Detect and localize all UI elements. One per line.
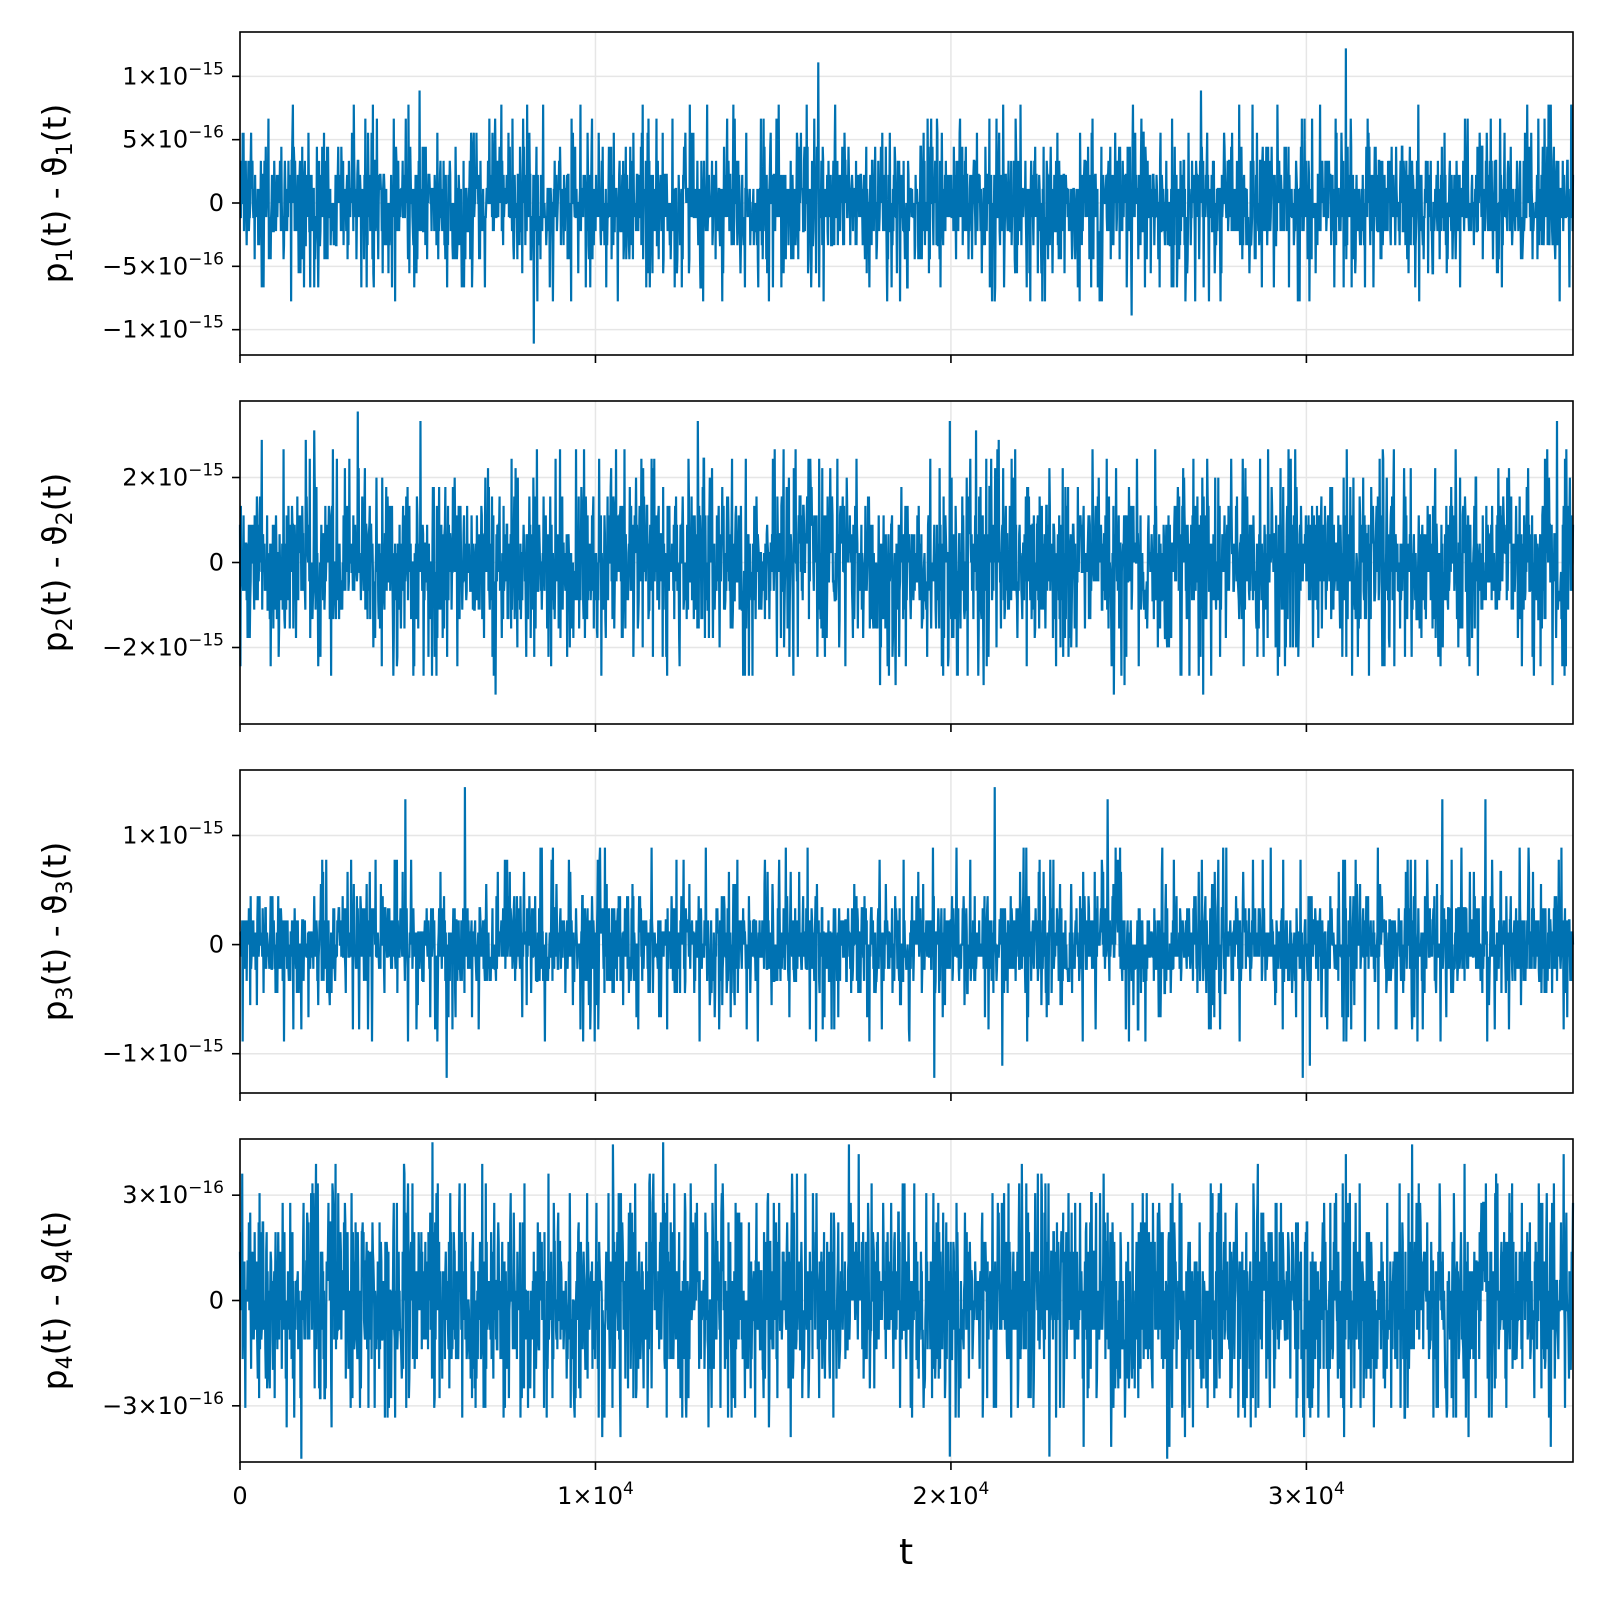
panel-2-y-axis-label: p2(t) - ϑ2(t) — [35, 473, 78, 653]
x-axis-label: t — [899, 1532, 913, 1573]
panel-2-y-tick-label-2: −2×10−15 — [102, 631, 224, 662]
panel-2-series-line — [238, 411, 1575, 695]
x-tick-label-3: 3×104 — [1268, 1479, 1345, 1510]
x-tick-label-1: 1×104 — [557, 1479, 634, 1510]
panel-1: 1×10−15 5×10−16 0 −5×10−16 −1×10−15 p1(t) - ϑ… — [35, 31, 1575, 363]
panel-3: 1×10−15 0 −1×10−15 p3(t) - ϑ3(t) — [35, 769, 1575, 1101]
panel-3-y-tick-label-0: 1×10−15 — [122, 818, 224, 849]
panel-1-y-tick-label-2: 0 — [209, 189, 224, 217]
panel-3-y-tick-label-1: 0 — [209, 931, 224, 959]
panel-3-y-tick-label-2: −1×10−15 — [102, 1037, 224, 1068]
panel-3-y-axis-label: p3(t) - ϑ3(t) — [35, 842, 78, 1022]
x-tick-labels: 0 1×104 2×104 3×104 — [232, 1479, 1344, 1510]
panel-4: 3×10−16 0 −3×10−16 p4(t) - ϑ4(t) — [35, 1138, 1575, 1470]
panel-1-y-axis-label: p1(t) - ϑ1(t) — [35, 104, 78, 284]
panel-2-y-tick-label-1: 0 — [209, 549, 224, 577]
panel-2-y-tick-label-0: 2×10−15 — [122, 461, 224, 492]
x-tick-label-0: 0 — [232, 1482, 247, 1510]
panel-1-series-line — [239, 48, 1575, 344]
panel-4-y-axis-label: p4(t) - ϑ4(t) — [35, 1211, 78, 1391]
panel-2: 2×10−15 0 −2×10−15 p2(t) - ϑ2(t) — [35, 400, 1575, 732]
panel-1-y-tick-label-0: 1×10−15 — [122, 59, 224, 90]
panel-1-frame — [239, 31, 1574, 356]
panel-4-series-line — [238, 1142, 1575, 1459]
panel-1-y-tick-label-1: 5×10−16 — [122, 123, 224, 154]
x-tick-label-2: 2×104 — [913, 1479, 990, 1510]
panel-3-series-line — [239, 787, 1575, 1078]
panel-4-y-tick-label-1: 0 — [209, 1287, 224, 1315]
panels-layer: 1×10−15 5×10−16 0 −5×10−16 −1×10−15 p1(t) - ϑ… — [35, 31, 1575, 1510]
panel-1-y-tick-label-4: −1×10−15 — [102, 313, 224, 344]
panel-1-y-tick-label-3: −5×10−16 — [102, 249, 224, 280]
panel-4-y-tick-label-2: −3×10−16 — [102, 1389, 224, 1420]
panel-4-y-tick-label-0: 3×10−16 — [122, 1178, 224, 1209]
panel-3-frame — [239, 769, 1574, 1094]
